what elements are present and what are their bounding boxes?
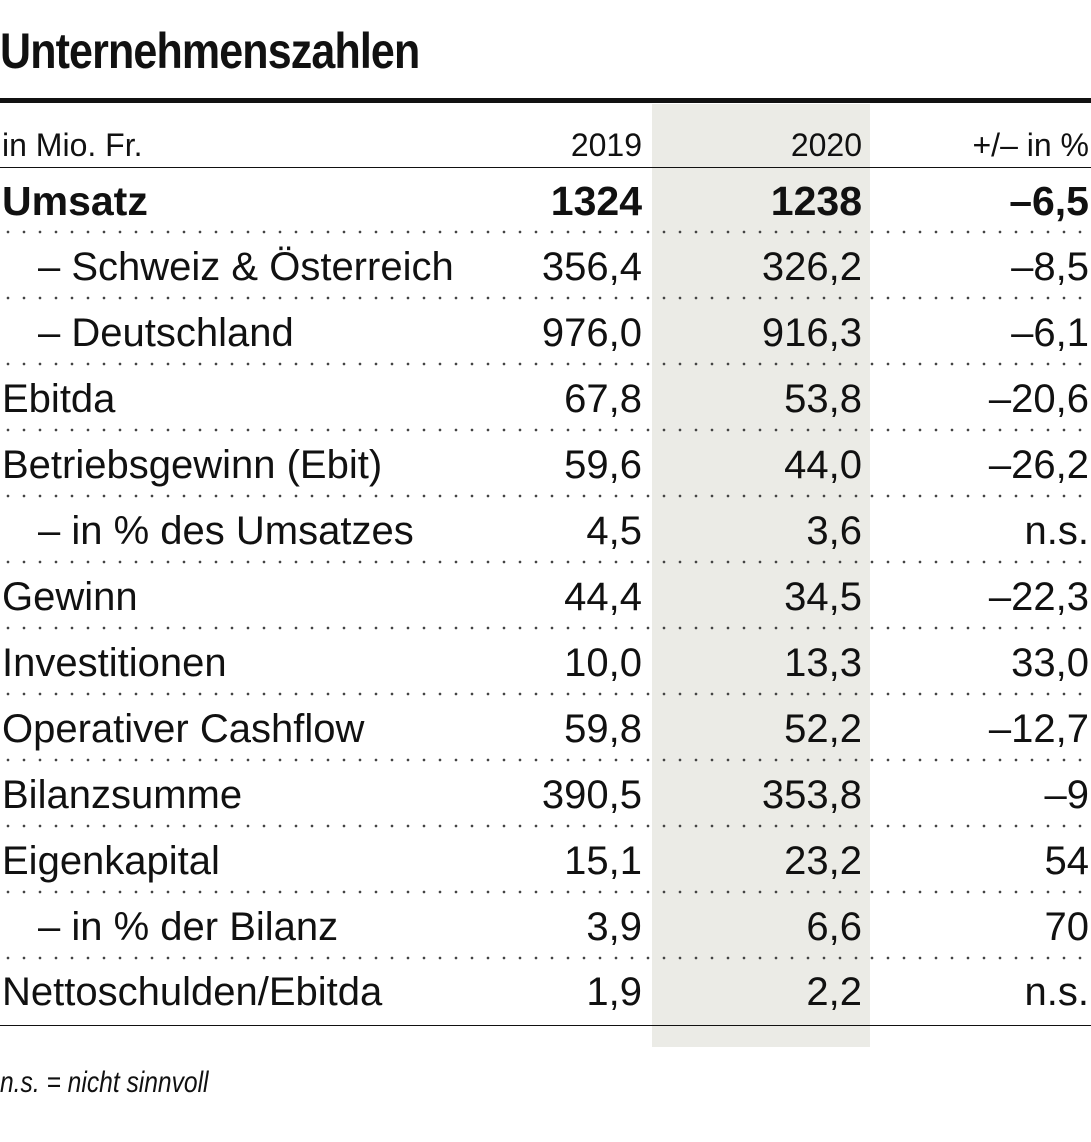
value-2019: 3,9 <box>586 904 642 949</box>
footnote: n.s. = nicht sinnvoll <box>0 1066 209 1099</box>
value-change: –20,6 <box>988 376 1089 421</box>
value-2020: 34,5 <box>784 574 862 619</box>
row-label: Gewinn <box>2 574 138 619</box>
row-label: – in % des Umsatzes <box>38 508 414 553</box>
row-label: Investitionen <box>2 640 227 685</box>
value-2020: 23,2 <box>784 838 862 883</box>
value-2020: 2,2 <box>806 970 862 1014</box>
value-2020: 916,3 <box>761 310 862 355</box>
financial-table: in Mio. Fr. 2019 2020 +/– in % Umsatz 132… <box>0 104 1091 1026</box>
value-2019: 10,0 <box>564 640 642 685</box>
row-label: Operativer Cashflow <box>2 706 365 751</box>
table-row: Nettoschulden/Ebitda 1,9 2,2 n.s. <box>0 960 1091 1026</box>
table-row: Betriebsgewinn (Ebit) 59,6 44,0 –26,2 <box>0 432 1091 498</box>
header-2020: 2020 <box>790 127 862 163</box>
row-label: Bilanzsumme <box>2 772 243 817</box>
value-change: 70 <box>1044 904 1090 949</box>
value-2019: 1,9 <box>586 970 642 1014</box>
row-label: Ebitda <box>2 376 116 421</box>
table-row: Eigenkapital 15,1 23,2 54 <box>0 828 1091 894</box>
value-2020: 1238 <box>770 177 862 224</box>
row-label: Betriebsgewinn (Ebit) <box>2 442 383 487</box>
header-unit: in Mio. Fr. <box>2 127 143 163</box>
table-header-row: in Mio. Fr. 2019 2020 +/– in % <box>0 104 1091 168</box>
value-2019: 67,8 <box>564 376 642 421</box>
value-2019: 356,4 <box>541 244 642 289</box>
value-change: n.s. <box>1024 508 1089 553</box>
table-row: Ebitda 67,8 53,8 –20,6 <box>0 366 1091 432</box>
value-change: 54 <box>1044 838 1090 883</box>
row-label: – Deutschland <box>38 310 294 355</box>
header-change: +/– in % <box>972 127 1089 163</box>
table-row: Investitionen 10,0 13,3 33,0 <box>0 630 1091 696</box>
value-change: –26,2 <box>988 442 1089 487</box>
value-2019: 4,5 <box>586 508 642 553</box>
value-2019: 390,5 <box>541 772 642 817</box>
value-2020: 326,2 <box>761 244 862 289</box>
value-2019: 59,6 <box>564 442 642 487</box>
header-2019: 2019 <box>570 127 642 163</box>
table-row: – in % der Bilanz 3,9 6,6 70 <box>0 894 1091 960</box>
value-change: –6,5 <box>1009 177 1089 224</box>
value-2019: 15,1 <box>564 838 642 883</box>
table-row: – Schweiz & Österreich 356,4 326,2 –8,5 <box>0 234 1091 300</box>
row-label: – in % der Bilanz <box>38 904 339 949</box>
value-change: –12,7 <box>988 706 1089 751</box>
table-row: Gewinn 44,4 34,5 –22,3 <box>0 564 1091 630</box>
value-2019: 59,8 <box>564 706 642 751</box>
value-change: n.s. <box>1024 970 1089 1014</box>
value-2019: 44,4 <box>564 574 642 619</box>
value-change: –22,3 <box>988 574 1089 619</box>
title-rule <box>0 98 1091 103</box>
value-change: –9 <box>1044 772 1090 817</box>
table-body: Umsatz 1324 1238 –6,5 – Schweiz & Österreich… <box>0 168 1091 1026</box>
value-2020: 52,2 <box>784 706 862 751</box>
value-2020: 44,0 <box>784 442 862 487</box>
row-label: – Schweiz & Österreich <box>38 244 454 289</box>
table-row: Operativer Cashflow 59,8 52,2 –12,7 <box>0 696 1091 762</box>
row-label: Umsatz <box>2 177 148 224</box>
row-label: Eigenkapital <box>2 838 220 883</box>
table-title: Unternehmenszahlen <box>0 23 420 79</box>
value-2020: 353,8 <box>761 772 862 817</box>
value-change: 33,0 <box>1011 640 1089 685</box>
value-2019: 1324 <box>550 177 642 224</box>
value-2019: 976,0 <box>541 310 642 355</box>
table-row: – Deutschland 976,0 916,3 –6,1 <box>0 300 1091 366</box>
table-row: – in % des Umsatzes 4,5 3,6 n.s. <box>0 498 1091 564</box>
value-2020: 6,6 <box>806 904 862 949</box>
row-label: Nettoschulden/Ebitda <box>2 970 383 1014</box>
value-change: –8,5 <box>1011 244 1089 289</box>
value-2020: 13,3 <box>784 640 862 685</box>
table-row: Bilanzsumme 390,5 353,8 –9 <box>0 762 1091 828</box>
table-row: Umsatz 1324 1238 –6,5 <box>0 168 1091 234</box>
value-change: –6,1 <box>1011 310 1089 355</box>
value-2020: 53,8 <box>784 376 862 421</box>
value-2020: 3,6 <box>806 508 862 553</box>
